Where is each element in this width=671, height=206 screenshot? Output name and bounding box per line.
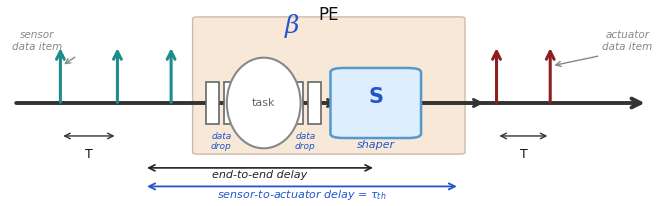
Bar: [307, 82, 321, 124]
Text: β: β: [285, 14, 299, 38]
Text: S: S: [368, 87, 383, 107]
Text: end-to-end delay: end-to-end delay: [213, 170, 307, 180]
Text: data
drop: data drop: [295, 132, 315, 151]
Text: data
drop: data drop: [211, 132, 231, 151]
Bar: [290, 82, 303, 124]
Ellipse shape: [227, 58, 301, 148]
FancyBboxPatch shape: [331, 68, 421, 138]
Text: sensor-to-actuator delay = $\tau_{th}$: sensor-to-actuator delay = $\tau_{th}$: [217, 188, 386, 202]
Text: PE: PE: [319, 6, 339, 24]
Bar: [224, 82, 238, 124]
Bar: [205, 82, 219, 124]
Text: task: task: [252, 98, 276, 108]
Text: shaper: shaper: [356, 140, 395, 150]
Text: sensor
data item: sensor data item: [12, 30, 62, 52]
Text: actuator
data item: actuator data item: [603, 30, 652, 52]
FancyBboxPatch shape: [193, 17, 465, 154]
Text: T: T: [85, 148, 93, 161]
Text: T: T: [519, 148, 527, 161]
